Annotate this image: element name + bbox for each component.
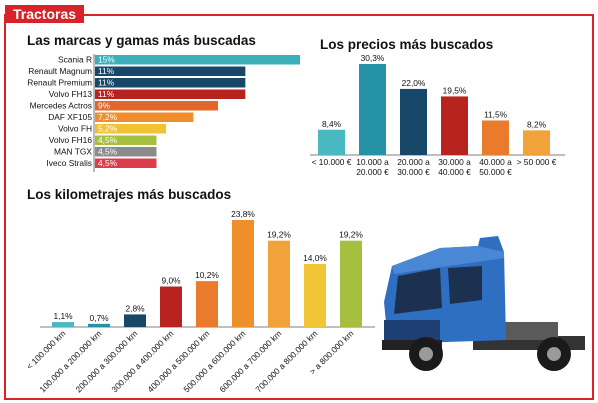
brand-value-label: 4,5% (98, 158, 118, 168)
price-value-label: 22,0% (402, 78, 426, 88)
mileage-value-label: 1,1% (53, 311, 73, 321)
mileage-bar (124, 314, 146, 327)
price-category-label: 20.000 a 30.000 € (397, 157, 430, 177)
brands-chart-title: Las marcas y gamas más buscadas (27, 33, 256, 48)
mileage-chart: Los kilometrajes más buscados 1,1%< 100.… (24, 187, 375, 394)
brand-bar (95, 55, 300, 65)
mileage-bar (52, 322, 74, 327)
brands-chart: Las marcas y gamas más buscadas Scania R… (27, 33, 300, 172)
brand-bar (95, 158, 157, 168)
brand-value-label: 4,5% (98, 147, 118, 157)
brand-label: Volvo FH16 (49, 135, 93, 145)
brand-bar (95, 89, 246, 99)
mileage-value-label: 19,2% (267, 230, 291, 240)
mileage-value-label: 0,7% (89, 313, 109, 323)
brand-label: Renault Magnum (28, 66, 92, 76)
brand-value-label: 9% (98, 101, 111, 111)
price-category-label: < 10.000 € (312, 157, 352, 167)
price-bar (318, 129, 345, 155)
brand-label: Volvo FH13 (49, 89, 93, 99)
brand-bar (95, 78, 246, 88)
price-category-label: > 50 000 € (517, 157, 557, 167)
prices-chart-title: Los precios más buscados (320, 37, 493, 52)
mileage-category-label: 300.000 a 400.000 km (109, 328, 175, 394)
price-category-label: 40.000 a 50.000 € (479, 157, 512, 177)
price-value-label: 11,5% (484, 109, 508, 119)
brand-bar (95, 135, 157, 145)
brand-value-label: 11% (98, 89, 115, 99)
truck-roof (392, 246, 504, 274)
mileage-value-label: 9,0% (161, 276, 181, 286)
mileage-category-label: 400.000 a 500.000 km (145, 328, 211, 394)
brand-bar (95, 124, 167, 134)
mileage-chart-title: Los kilometrajes más buscados (27, 187, 231, 202)
mileage-bar (88, 323, 110, 327)
mileage-category-label: 500.000 a 600.000 km (181, 328, 247, 394)
mileage-value-label: 10,2% (195, 270, 219, 280)
price-bar (400, 88, 427, 155)
brand-value-label: 11% (98, 66, 115, 76)
brand-label: Mercedes Actros (30, 101, 92, 111)
brand-bar (95, 147, 157, 157)
brand-label: Scania R (58, 55, 92, 65)
price-value-label: 8,2% (527, 119, 547, 129)
brand-label: DAF XF105 (48, 112, 92, 122)
brand-bar (95, 101, 218, 111)
mileage-category-label: 600.000 a 700.000 km (217, 328, 283, 394)
truck-windshield (394, 268, 442, 314)
brand-bar (95, 112, 194, 122)
brand-label: Renault Premium (27, 78, 92, 88)
truck-side-window (448, 266, 482, 304)
brand-label: Volvo FH (58, 124, 92, 134)
brand-value-label: 11% (98, 78, 115, 88)
truck-front-hub (419, 347, 433, 361)
mileage-value-label: 23,8% (231, 209, 255, 219)
brand-label: MAN TGX (54, 147, 92, 157)
mileage-category-label: 700.000 a 800.000 km (253, 328, 319, 394)
brand-value-label: 15% (98, 55, 115, 65)
section-tag: Tractoras (5, 5, 85, 23)
mileage-bar (196, 281, 218, 327)
price-value-label: 8,4% (322, 119, 342, 129)
prices-chart: Los precios más buscados 8,4% < 10.000 € 3… (310, 37, 565, 177)
price-bar (359, 64, 386, 155)
truck-tank (498, 322, 558, 340)
price-category-label: 30.000 a 40.000 € (438, 157, 471, 177)
mileage-value-label: 2,8% (125, 303, 145, 313)
mileage-bar (340, 240, 362, 327)
brand-value-label: 5,2% (98, 124, 118, 134)
mileage-bar (304, 264, 326, 327)
mileage-value-label: 19,2% (339, 230, 363, 240)
price-category-label: 10.000 a 20.000 € (356, 157, 389, 177)
mileage-bar (160, 286, 182, 327)
price-value-label: 19,5% (443, 85, 467, 95)
brand-value-label: 4,5% (98, 135, 118, 145)
brand-value-label: 7,2% (98, 112, 118, 122)
truck-grille (384, 320, 440, 342)
price-bar (523, 130, 550, 155)
truck-illustration (382, 236, 585, 371)
mileage-bar (268, 240, 290, 327)
price-bar (441, 96, 468, 155)
brand-label: Iveco Stralis (46, 158, 92, 168)
frame-border (4, 14, 594, 400)
mileage-bar (232, 220, 254, 327)
mileage-category-label: 200.000 a 300.000 km (73, 328, 139, 394)
price-bar (482, 120, 509, 155)
mileage-value-label: 14,0% (303, 253, 327, 263)
mileage-category-label: 100.000 a 200.000 km (37, 328, 103, 394)
brand-bar (95, 66, 246, 76)
truck-rear-hub (547, 347, 561, 361)
price-value-label: 30,3% (361, 53, 385, 63)
